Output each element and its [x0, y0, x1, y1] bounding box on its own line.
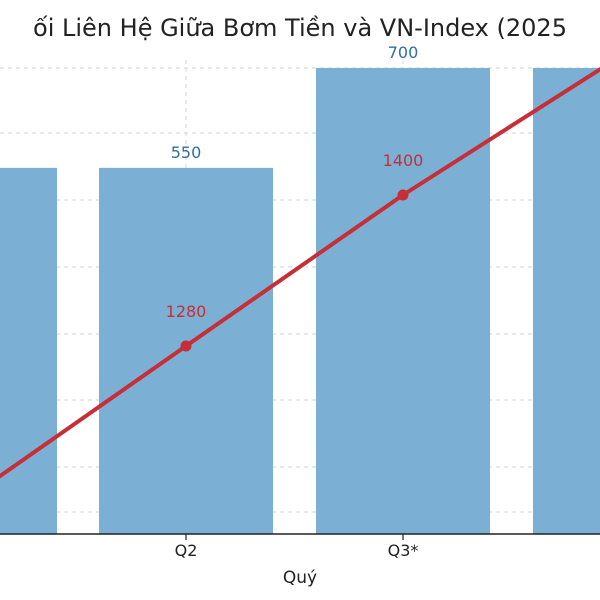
line-point: [180, 340, 192, 352]
x-tick-label: Q3*: [388, 541, 419, 560]
x-axis-ticks: Q2 Q3*: [175, 534, 419, 560]
line-value-label: 1400: [383, 151, 424, 170]
bar-value-label: 700: [388, 43, 419, 62]
bar: [316, 68, 490, 534]
line-value-label: 1280: [166, 302, 207, 321]
line-path: [0, 66, 600, 479]
x-axis-label: Quý: [283, 568, 317, 588]
chart-title: ối Liên Hệ Giữa Bơm Tiền và VN-Index (20…: [33, 14, 567, 42]
bar: [0, 167, 57, 534]
x-tick-label: Q2: [175, 541, 198, 560]
bar-series: 550 700: [0, 43, 600, 534]
line-point: [397, 189, 409, 201]
bar-value-label: 550: [171, 143, 202, 162]
bar: [533, 68, 600, 534]
gridlines: [0, 60, 600, 534]
line-series: 1280 1400: [0, 66, 600, 479]
